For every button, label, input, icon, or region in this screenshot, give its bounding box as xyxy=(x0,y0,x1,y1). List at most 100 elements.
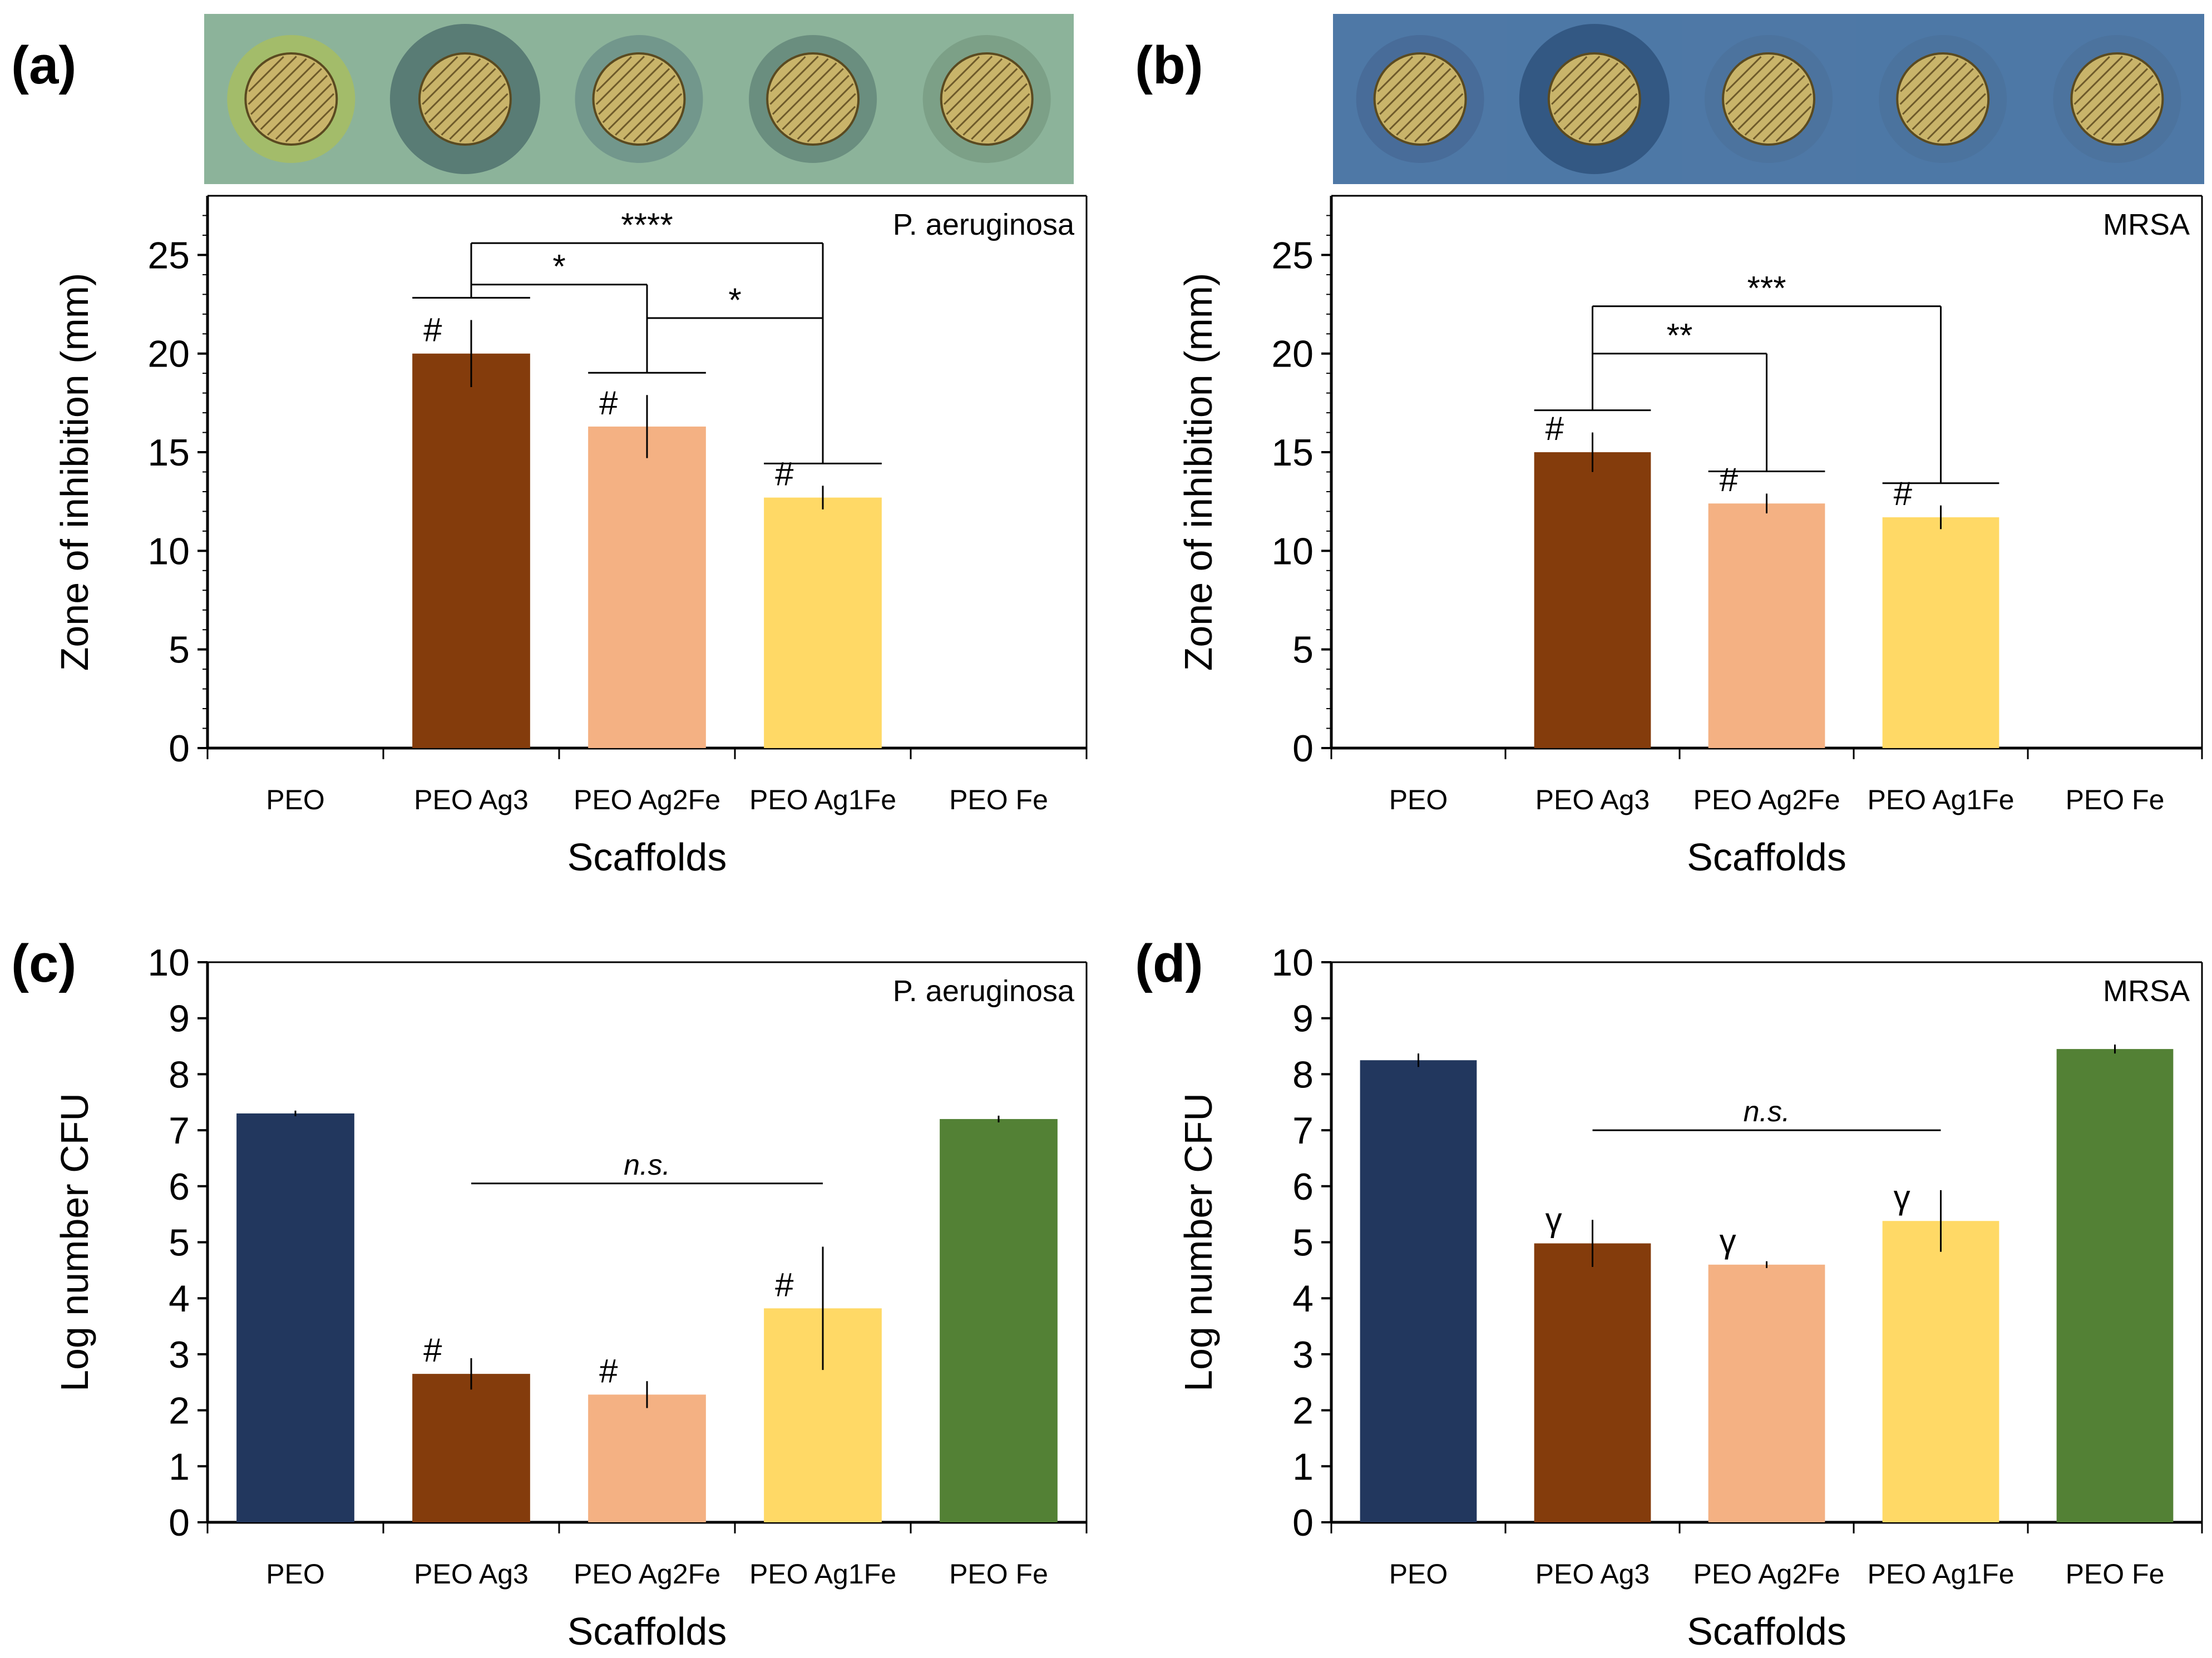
x-tick-label: PEO Ag2Fe xyxy=(1693,784,1840,815)
photo-strip-a xyxy=(204,14,1074,184)
y-tick-label: 3 xyxy=(1292,1334,1314,1376)
y-tick-label: 10 xyxy=(147,942,190,984)
y-tick-label: 1 xyxy=(1292,1446,1314,1488)
x-tick-label: PEO Fe xyxy=(949,1558,1048,1590)
bar xyxy=(1534,452,1651,748)
scaffold-mesh-line xyxy=(1383,62,1444,123)
x-tick-label: PEO xyxy=(266,784,325,815)
scaffold-mesh-line xyxy=(1744,75,1805,136)
y-tick-label: 0 xyxy=(1292,727,1314,770)
scaffold-mesh-line xyxy=(254,62,315,123)
chart-panel-c: (c) 0 1 2 3 4 5 6 7 8 9 10 PEO # PEO Ag3 # PEO Ag2Fe # PEO… xyxy=(11,934,1088,1653)
y-tick-label: 25 xyxy=(147,234,190,276)
y-tick-label: 4 xyxy=(169,1278,190,1320)
significance-label: *** xyxy=(1747,270,1786,307)
scaffold-mesh-line xyxy=(1551,56,1601,105)
scaffold-mesh-line xyxy=(1906,62,1967,123)
scaffold-mesh-line xyxy=(769,56,819,105)
ns-bracket-label: n.s. xyxy=(624,1149,670,1181)
chart-panel-b: (b) 0 5 10 15 20 25 PEO # PEO Ag3 # PEO Ag2Fe # PEO A… xyxy=(1135,36,2203,879)
y-tick-label: 25 xyxy=(1271,234,1314,276)
scaffold-mesh-line xyxy=(971,83,1028,140)
scaffold-mesh-line xyxy=(602,62,663,123)
axes: 0 5 10 15 20 25 xyxy=(1271,195,2203,770)
scaffold-mesh-line xyxy=(248,56,284,92)
x-tick-label: PEO Ag2Fe xyxy=(1693,1558,1840,1590)
bar xyxy=(1882,517,1999,748)
y-axis-title: Zone of inhibition (mm) xyxy=(1177,273,1220,671)
significance-brackets: ***** xyxy=(1534,270,1999,484)
y-tick-label: 2 xyxy=(169,1390,190,1432)
scaffold-mesh-line xyxy=(615,75,676,136)
axes: 0 1 2 3 4 5 6 7 8 9 10 xyxy=(1271,942,2203,1544)
scaffold-mesh-line xyxy=(298,106,334,142)
scaffold-mesh-line xyxy=(819,106,856,142)
scaffold-mesh-line xyxy=(472,106,508,142)
scaffold-mesh-line xyxy=(1737,68,1800,130)
bar-mark: # xyxy=(1894,475,1913,512)
y-tick-label: 20 xyxy=(147,333,190,375)
scaffold-mesh-line xyxy=(1558,62,1619,123)
chart-panel-d: (d) 0 1 2 3 4 5 6 7 8 9 10 PEO γ PEO Ag3 γ PEO Ag2Fe γ PEO… xyxy=(1135,934,2203,1653)
scaffold-mesh-line xyxy=(962,75,1024,136)
scaffold-mesh-line xyxy=(1732,62,1793,123)
y-tick-label: 7 xyxy=(169,1110,190,1152)
x-tick-label: PEO Ag3 xyxy=(414,784,529,815)
significance-label: * xyxy=(552,248,565,285)
significance-label: **** xyxy=(621,206,673,244)
bar-mark: # xyxy=(1720,461,1739,498)
scaffold-mesh-line xyxy=(1563,68,1626,130)
scaffold-mesh-line xyxy=(596,56,632,92)
scaffold-mesh-line xyxy=(1570,75,1631,136)
scaffold-mesh-line xyxy=(1727,58,1785,115)
scaffold-mesh-line xyxy=(776,62,837,123)
scaffold-mesh-line xyxy=(1389,68,1451,130)
y-tick-label: 15 xyxy=(1271,432,1314,474)
scaffold-mesh-line xyxy=(2101,83,2158,140)
y-tick-label: 9 xyxy=(169,998,190,1040)
scaffold-mesh-line xyxy=(2076,58,2133,115)
bar-mark: # xyxy=(423,1332,442,1369)
scaffold-mesh-line xyxy=(1725,56,1775,105)
y-axis-title: Zone of inhibition (mm) xyxy=(53,273,96,671)
bar-mark: γ xyxy=(1894,1179,1910,1216)
bar-mark: # xyxy=(599,384,618,422)
scaffold-mesh-line xyxy=(1725,56,1762,92)
y-tick-label: 5 xyxy=(169,1222,190,1264)
scaffold-mesh-line xyxy=(595,56,645,105)
x-tick-label: PEO xyxy=(1389,784,1448,815)
scaffold-mesh-line xyxy=(772,58,829,115)
y-tick-label: 5 xyxy=(169,629,190,671)
scaffold-mesh-line xyxy=(1900,56,1936,92)
bar-mark: # xyxy=(599,1352,618,1389)
scaffold-mesh-line xyxy=(2074,56,2110,92)
scaffold-mesh-line xyxy=(441,75,502,136)
scaffold-mesh-line xyxy=(1752,83,1810,140)
scaffold-mesh-line xyxy=(422,56,458,92)
scaffold-mesh-line xyxy=(770,56,806,92)
y-tick-label: 9 xyxy=(1292,998,1314,1040)
bar xyxy=(1708,503,1825,748)
organism-annotation: MRSA xyxy=(2103,974,2190,1008)
x-tick-label: PEO Ag1Fe xyxy=(1867,784,2014,815)
bar xyxy=(1360,1060,1477,1522)
scaffold-mesh-line xyxy=(1377,56,1414,92)
scaffold-mesh-line xyxy=(2111,93,2161,142)
significance-label: ** xyxy=(1667,317,1693,354)
scaffold-mesh-line xyxy=(459,93,508,142)
y-tick-label: 0 xyxy=(1292,1502,1314,1544)
y-tick-label: 0 xyxy=(169,1502,190,1544)
scaffold-mesh-line xyxy=(1949,106,1986,142)
x-tick-label: PEO Ag2Fe xyxy=(574,784,720,815)
scaffold-mesh-line xyxy=(260,68,322,130)
y-axis-title: Log number CFU xyxy=(1177,1093,1220,1392)
scaffold-mesh-line xyxy=(950,62,1011,123)
x-tick-label: PEO Ag3 xyxy=(1535,784,1650,815)
bar-mark: γ xyxy=(1546,1201,1562,1239)
scaffold-mesh-line xyxy=(1918,75,1979,136)
y-tick-label: 5 xyxy=(1292,629,1314,671)
bar xyxy=(412,1374,530,1522)
bar xyxy=(1534,1243,1651,1522)
y-tick-label: 10 xyxy=(1271,530,1314,572)
bar-mark: # xyxy=(423,311,442,349)
